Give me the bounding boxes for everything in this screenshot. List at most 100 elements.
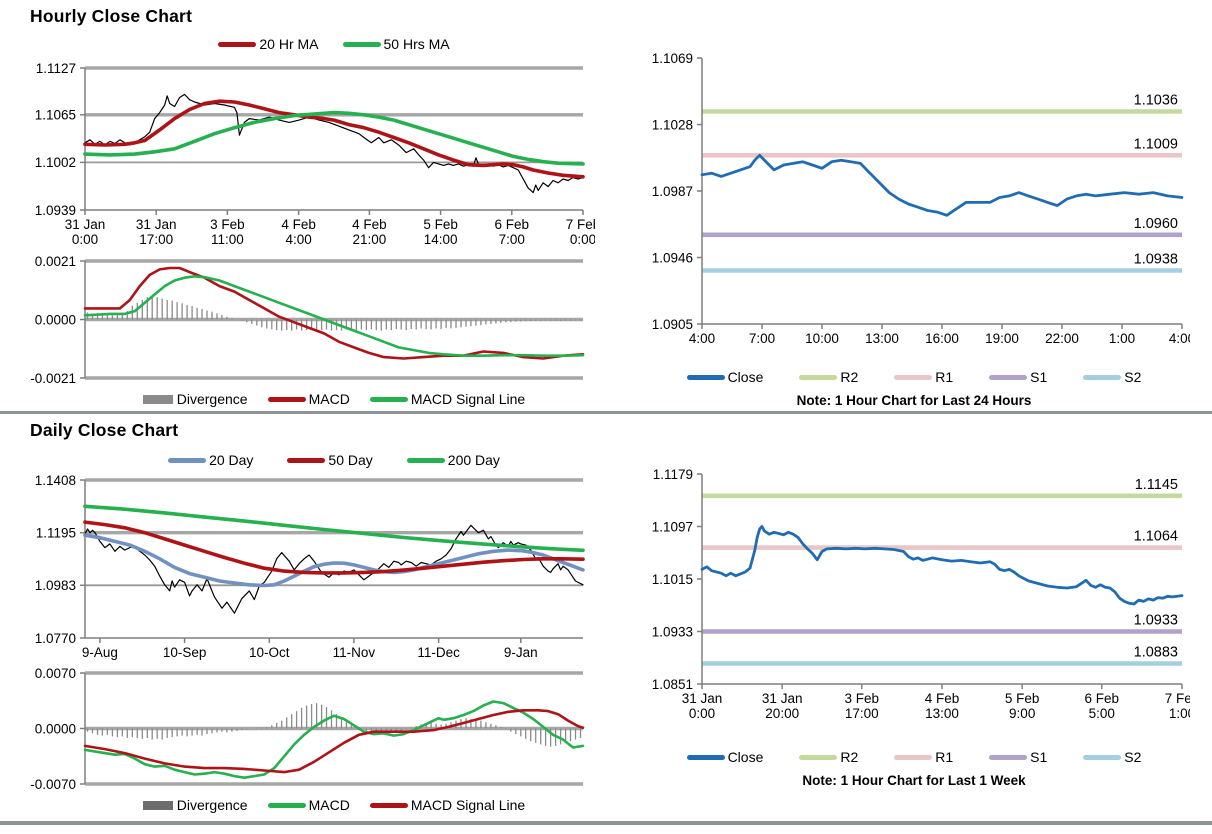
hourly-price-ytick-label: 1.1127	[36, 61, 76, 76]
hourly-pivot-series-close	[700, 153, 1184, 217]
hourly-pivot-legend: Close R2 R1 S1 S2	[638, 367, 1190, 387]
legend-label: R2	[840, 749, 859, 765]
weekly-pivot-chart: 1.1145 1.1064 1.0933 1.0883 1.1179 1.1097 1.10…	[638, 460, 1200, 788]
legend-label: S1	[1030, 749, 1048, 765]
legend-swatch-macd-signal-line	[369, 802, 408, 808]
hourly-price-xtick-label: 7 Feb0:00	[566, 217, 595, 247]
hourly-pivot-pivot-label-s2: 1.0938	[1134, 252, 1178, 268]
daily-macd-ytick-label: -0.0070	[30, 777, 76, 790]
legend-item-macd: MACD	[267, 391, 350, 407]
hourly-macd-series-macd-signal-line	[83, 274, 585, 357]
hourly-price-xtick-label: 4 Feb 4:00	[281, 217, 316, 247]
weekly-pivot-xtick-label: 4 Feb 13:00	[925, 691, 960, 721]
daily-price-ytick-label: 1.0770	[35, 631, 76, 646]
legend-swatch-close	[686, 374, 725, 380]
legend-swatch-s2	[1083, 374, 1122, 380]
hourly-pivot-ytick-label: 1.1069	[652, 51, 693, 66]
legend-item-r1: R1	[894, 369, 953, 385]
weekly-pivot-ytick-label: 1.0933	[652, 624, 693, 639]
hourly-close-chart: 20 Hr MA 50 Hrs MA 1.1127 1.1065 1.1002 1.093…	[25, 34, 601, 259]
legend-label: S2	[1124, 369, 1142, 385]
hourly-pivot-ytick-label: 1.0946	[652, 250, 693, 265]
legend-swatch-s1	[989, 754, 1028, 760]
legend-swatch-macd	[267, 802, 306, 808]
daily-price-ytick-label: 1.1195	[36, 526, 76, 541]
hourly-pivot-xtick-label: 10:00	[805, 331, 839, 346]
legend-label: 50 Day	[328, 452, 373, 468]
daily-macd-legend: Divergence MACD MACD Signal Line	[25, 795, 595, 815]
legend-item-s2: S2	[1083, 749, 1141, 765]
legend-swatch-20-day	[168, 457, 207, 463]
legend-item-macd-signal-line: MACD Signal Line	[369, 391, 525, 407]
hourly-pivot-pivot-label-s1: 1.0960	[1134, 216, 1178, 232]
daily-price-series-200-day	[83, 504, 585, 553]
daily-price-series-50-day	[83, 520, 585, 575]
hourly-pivot-note: Note: 1 Hour Chart for Last 24 Hours	[796, 393, 1032, 408]
legend-item-50-day: 50 Day	[287, 452, 373, 468]
hourly-price-xtick-label: 3 Feb 11:00	[210, 217, 245, 247]
legend-swatch-r1	[894, 754, 933, 760]
daily-macd-ytick-label: 0.0070	[35, 668, 76, 681]
legend-label: 200 Day	[447, 452, 500, 468]
legend-label: S2	[1124, 749, 1142, 765]
daily-price-xtick-label: 9-Jan	[504, 645, 538, 660]
hourly-pivot-xtick-label: 4:00	[689, 331, 715, 346]
legend-item-r2: R2	[799, 369, 858, 385]
legend-item-r2: R2	[799, 749, 858, 765]
weekly-pivot-series-close	[700, 525, 1184, 606]
legend-swatch-macd-signal-line	[369, 396, 408, 402]
weekly-pivot-xtick-label: 6 Feb 5:00	[1085, 691, 1120, 721]
weekly-pivot-xtick-label: 3 Feb 17:00	[845, 691, 880, 721]
hourly-price-ytick-label: 1.0939	[35, 203, 76, 218]
hourly-price-xtick-label: 31 Jan 0:00	[65, 217, 106, 247]
daily-section-title: Daily Close Chart	[30, 420, 179, 440]
hourly-macd-ytick-label: -0.0021	[30, 371, 76, 384]
weekly-pivot-pivot-label-s1: 1.0933	[1134, 613, 1178, 629]
legend-label: R2	[840, 369, 859, 385]
weekly-pivot-pivot-label-r1: 1.1064	[1134, 529, 1178, 545]
legend-item-divergence: Divergence	[142, 797, 248, 813]
hourly-pivot-ytick-label: 1.0987	[652, 184, 693, 199]
legend-swatch-50-day	[287, 457, 326, 463]
hourly-pivot-xtick-label: 19:00	[985, 331, 1019, 346]
daily-price-xtick-label: 10-Sep	[163, 645, 207, 660]
hourly-macd-ytick-label: 0.0000	[35, 312, 76, 327]
weekly-pivot-pivot-label-r2: 1.1145	[1135, 477, 1178, 493]
legend-swatch-s1	[989, 374, 1028, 380]
hourly-macd-series-macd	[83, 266, 585, 360]
legend-item-s2: S2	[1083, 369, 1141, 385]
legend-label: MACD	[308, 797, 350, 813]
daily-price-xtick-label: 9-Aug	[82, 645, 118, 660]
legend-label: 20 Day	[209, 452, 254, 468]
hourly-pivot-ytick-label: 1.0905	[652, 317, 693, 332]
legend-swatch-r2	[799, 754, 838, 760]
legend-label: R1	[935, 369, 954, 385]
weekly-pivot-ytick-label: 1.1097	[652, 519, 693, 534]
hourly-price-series-20-hr-ma	[83, 99, 585, 179]
legend-item-divergence: Divergence	[142, 391, 248, 407]
legend-swatch-20-hr-ma	[218, 41, 257, 47]
legend-item-close: Close	[686, 369, 764, 385]
hourly-price-ytick-label: 1.1065	[35, 108, 76, 123]
weekly-pivot-ytick-label: 1.1179	[653, 467, 693, 482]
weekly-pivot-canvas: 1.1145 1.1064 1.0933 1.0883 1.1179 1.1097 1.10…	[652, 467, 1200, 721]
legend-item-20-day: 20 Day	[168, 452, 253, 468]
hourly-macd-legend: Divergence MACD MACD Signal Line	[25, 389, 595, 409]
hourly-macd-canvas: 0.0021 0.0000 -0.0021	[30, 254, 585, 386]
hourly-pivot-xtick-label: 7:00	[749, 331, 775, 346]
weekly-pivot-note: Note: 1 Hour Chart for Last 1 Week	[802, 773, 1026, 788]
legend-label: 50 Hrs MA	[383, 36, 450, 52]
legend-item-s1: S1	[989, 749, 1047, 765]
daily-price-xtick-label: 11-Nov	[333, 645, 376, 660]
daily-price-ytick-label: 1.0983	[35, 578, 76, 593]
hourly-price-series-close	[84, 93, 584, 194]
hourly-section-title: Hourly Close Chart	[30, 6, 193, 26]
legend-label: Divergence	[176, 797, 248, 813]
hourly-pivot-pivot-label-r1: 1.1009	[1134, 136, 1178, 152]
legend-label: MACD Signal Line	[410, 797, 526, 813]
legend-swatch-divergence	[142, 394, 173, 404]
legend-label: Close	[727, 369, 764, 385]
hourly-price-xtick-label: 4 Feb 21:00	[352, 217, 387, 247]
hourly-pivot-chart: 1.1036 1.1009 1.0960 1.0938 1.1069 1.1028 1.09…	[638, 50, 1195, 408]
